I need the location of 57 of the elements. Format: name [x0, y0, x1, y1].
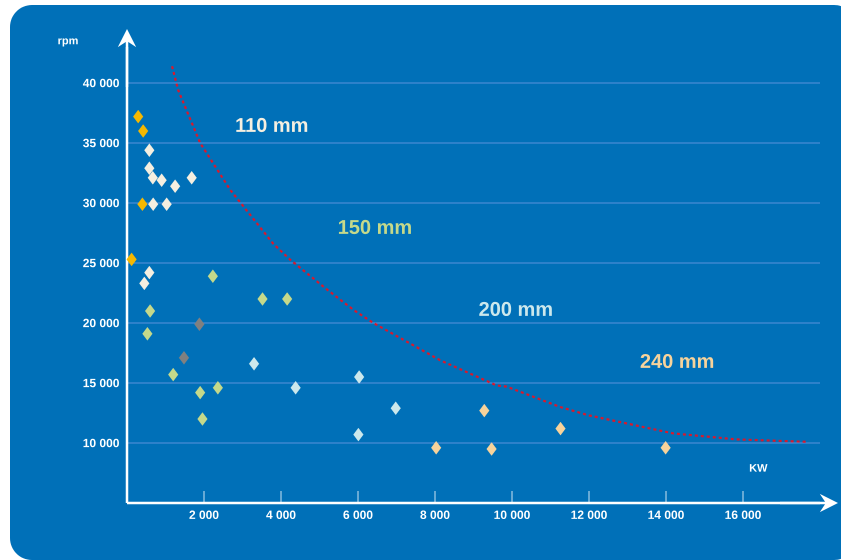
- point: [390, 402, 401, 415]
- point: [208, 270, 218, 283]
- point: [282, 292, 292, 306]
- y-tick-label: 15 000: [84, 378, 119, 388]
- point: [144, 143, 154, 157]
- x-tick-label: 10 000: [494, 510, 530, 520]
- point: [479, 404, 490, 418]
- point: [660, 441, 671, 454]
- point: [168, 368, 178, 382]
- x-tick-label: 16 000: [725, 510, 761, 520]
- y-tick-label: 25 000: [83, 258, 119, 268]
- point: [257, 292, 268, 306]
- point: [354, 370, 364, 384]
- text: 110 mm: [236, 118, 308, 132]
- y-tick-label: 10 000: [84, 438, 119, 448]
- y-tick-label: 20 000: [83, 318, 119, 328]
- point: [186, 171, 197, 184]
- point: [162, 198, 172, 211]
- x-tick-label: 4 000: [266, 510, 296, 520]
- point: [156, 174, 167, 187]
- point: [290, 381, 301, 394]
- y-tick-label: 40 000: [82, 78, 119, 88]
- point: [137, 198, 148, 211]
- x-tick-label: 6 000: [343, 510, 373, 520]
- x-tick-label: 8 000: [420, 510, 450, 520]
- point: [139, 276, 150, 290]
- point: [148, 198, 158, 211]
- y-axis-title: rpm: [58, 38, 78, 47]
- y-tick-label: 30 000: [83, 198, 119, 208]
- text: 150 mm: [338, 220, 411, 234]
- point: [194, 317, 204, 331]
- point: [248, 357, 260, 370]
- x-tick-label: 14 000: [648, 510, 684, 520]
- text: 200 mm: [479, 302, 552, 316]
- y-tick-label: 35 000: [83, 138, 119, 148]
- point: [178, 351, 190, 364]
- point: [170, 180, 180, 193]
- x-tick-label: 2 000: [189, 510, 219, 520]
- text: 240 mm: [640, 354, 714, 368]
- point: [197, 412, 208, 426]
- line-series: [170, 65, 808, 443]
- point: [138, 124, 148, 138]
- point: [353, 428, 364, 442]
- point: [144, 161, 154, 175]
- point: [126, 252, 137, 266]
- point: [212, 381, 223, 394]
- point: [148, 171, 158, 184]
- point: [145, 304, 156, 318]
- point: [486, 442, 497, 456]
- x-axis-title: KW: [750, 464, 768, 472]
- point: [195, 386, 206, 400]
- point: [431, 441, 442, 454]
- point: [142, 327, 152, 340]
- point: [555, 422, 566, 436]
- point: [133, 110, 144, 124]
- x-tick-label: 12 000: [571, 510, 607, 520]
- point: [144, 266, 154, 280]
